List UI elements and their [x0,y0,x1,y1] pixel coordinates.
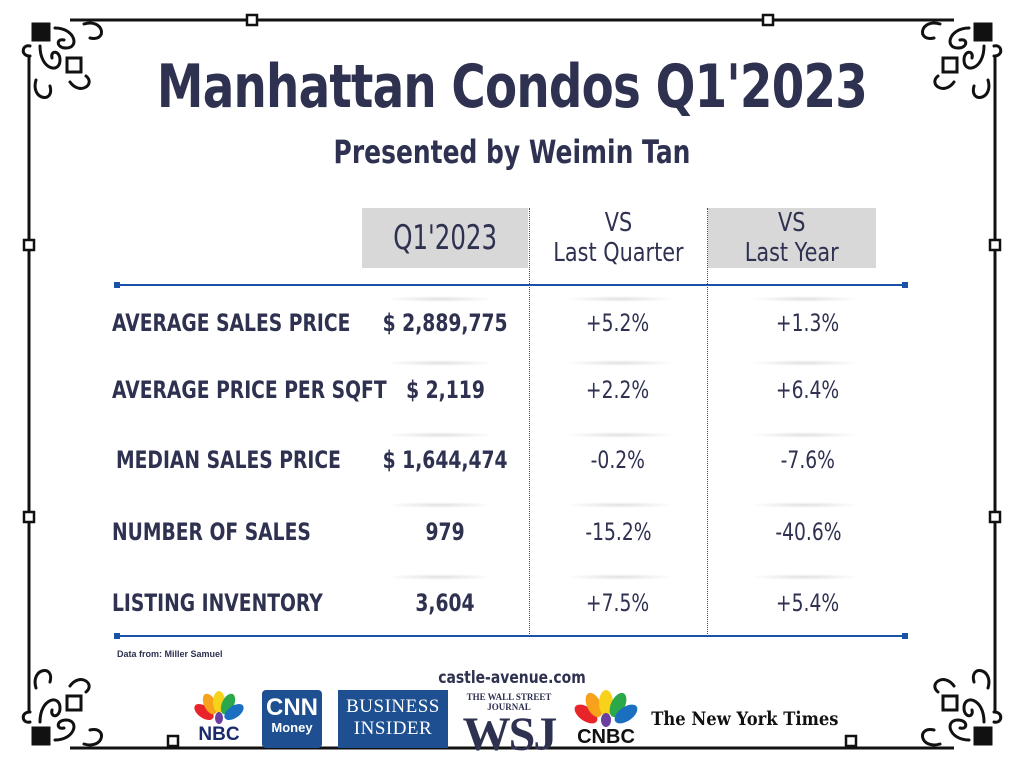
column-header-last-quarter-line2: Last Quarter [552,238,684,268]
cell-shade [565,574,675,580]
cell-shade [750,360,860,366]
row-vs-last-quarter-text: +2.2% [586,376,650,404]
table-row: NUMBER OF SALES 979 -15.2% -40.6% [0,512,1024,552]
cell-shade [565,502,675,508]
data-source-note: Data from: Miller Samuel [117,649,223,659]
cell-shade [385,574,495,580]
business-insider-line1: BUSINESS [346,696,440,717]
row-vs-last-year: -7.6% [708,440,908,480]
row-label: NUMBER OF SALES [112,512,372,552]
row-vs-last-year: +5.4% [708,583,908,623]
row-vs-last-year-text: +6.4% [776,376,840,404]
row-vs-last-year-text: -40.6% [774,518,842,546]
cell-shade [750,574,860,580]
cell-shade [565,296,675,302]
cell-shade [385,502,495,508]
business-insider-logo: BUSINESS INSIDER [338,690,448,748]
row-label: AVERAGE SALES PRICE [112,303,372,343]
column-header-current: Q1'2023 [362,208,528,268]
cell-shade [385,296,495,302]
row-vs-last-year-text: +1.3% [776,309,840,337]
cnn-logo-text: CNN [266,694,318,721]
column-divider [529,208,530,636]
column-header-current-label: Q1'2023 [393,218,497,258]
cnbc-logo: CNBC [568,690,644,748]
cell-shade [565,360,675,366]
row-value: 3,604 [362,583,528,623]
row-vs-last-quarter: -15.2% [530,512,706,552]
row-vs-last-quarter: -0.2% [530,440,706,480]
row-value-text: $ 2,119 [405,376,485,404]
table-row: MEDIAN SALES PRICE $ 1,644,474 -0.2% -7.… [0,440,1024,480]
peacock-icon [574,690,638,727]
cell-shade [565,432,675,438]
table-row: AVERAGE SALES PRICE $ 2,889,775 +5.2% +1… [0,303,1024,343]
column-divider [707,208,708,636]
row-vs-last-quarter-text: -15.2% [584,518,652,546]
page-subtitle: Presented by Weimin Tan [333,133,691,171]
website-link[interactable]: castle-avenue.com [0,668,1024,688]
cell-shade [385,432,495,438]
table-top-rule [114,282,908,288]
row-vs-last-quarter: +5.2% [530,303,706,343]
row-label-text: AVERAGE SALES PRICE [112,309,351,337]
cell-shade [385,360,495,366]
table-row: AVERAGE PRICE PER SQFT $ 2,119 +2.2% +6.… [0,370,1024,410]
column-header-last-year: VS Last Year [708,208,876,268]
row-value-text: $ 2,889,775 [382,309,508,337]
row-vs-last-year: +6.4% [708,370,908,410]
cell-shade [750,296,860,302]
cell-shade [750,432,860,438]
row-vs-last-year: +1.3% [708,303,908,343]
row-vs-last-year-text: -7.6% [780,446,836,474]
row-value: $ 2,119 [362,370,528,410]
row-vs-last-quarter: +7.5% [530,583,706,623]
row-label-text: NUMBER OF SALES [112,518,311,546]
column-header-last-year-line1: VS [778,208,806,238]
wsj-text: WSJ [462,708,558,761]
cnbc-logo-text: CNBC [577,726,635,748]
row-value-text: 979 [425,518,465,546]
peacock-icon [194,691,244,724]
row-vs-last-quarter-text: +7.5% [586,589,650,617]
column-header-last-quarter-label: VS Last Quarter [553,208,683,268]
cell-shade [750,502,860,508]
nbc-logo-text: NBC [198,724,240,745]
wsj-logo: THE WALL STREET JOURNAL WSJ [458,690,560,759]
table-row: LISTING INVENTORY 3,604 +7.5% +5.4% [0,583,1024,623]
row-value-text: 3,604 [415,589,475,617]
column-header-last-quarter-line1: VS [604,208,632,238]
column-header-last-year-line2: Last Year [744,238,839,268]
table-bottom-rule [114,633,908,639]
website-link-text[interactable]: castle-avenue.com [438,668,586,688]
row-value: $ 2,889,775 [362,303,528,343]
row-vs-last-quarter: +2.2% [530,370,706,410]
row-value: 979 [362,512,528,552]
business-insider-line2: INSIDER [353,718,433,739]
nyt-logo-text: The New York Times [651,708,839,730]
row-label-text: LISTING INVENTORY [112,589,323,617]
row-value-text: $ 1,644,474 [382,446,508,474]
nbc-logo: NBC [190,690,248,748]
row-label-text: MEDIAN SALES PRICE [116,446,341,474]
row-value: $ 1,644,474 [362,440,528,480]
row-label: LISTING INVENTORY [112,583,372,623]
nyt-logo: The New York Times [651,690,839,748]
page-title: Manhattan Condos Q1'2023 [156,52,868,122]
row-label-text: AVERAGE PRICE PER SQFT [112,376,387,404]
row-vs-last-quarter-text: -0.2% [590,446,646,474]
row-label: MEDIAN SALES PRICE [116,440,376,480]
column-header-last-quarter: VS Last Quarter [530,208,706,268]
row-vs-last-year: -40.6% [708,512,908,552]
corner-ornament-icon [21,21,1003,747]
wsj-small-text: THE WALL STREET JOURNAL [466,692,552,712]
money-logo-text: Money [271,720,313,735]
row-label: AVERAGE PRICE PER SQFT [112,370,387,410]
column-header-last-year-label: VS Last Year [745,208,839,268]
row-vs-last-quarter-text: +5.2% [586,309,650,337]
row-vs-last-year-text: +5.4% [776,589,840,617]
cnn-money-logo: CNN Money [262,690,322,748]
